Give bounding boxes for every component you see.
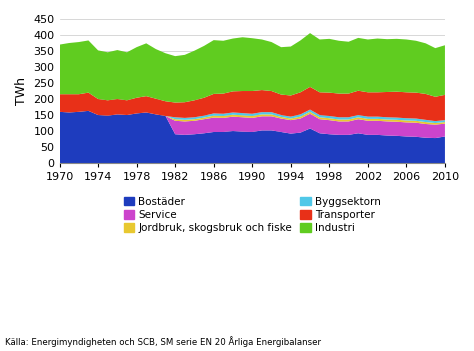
Legend: Bostäder, Service, Jordbruk, skogsbruk och fiske, Byggsektorn, Transporter, Indu: Bostäder, Service, Jordbruk, skogsbruk o… [119,193,385,237]
Text: Källa: Energimyndigheten och SCB, SM serie EN 20 Årliga Energibalanser: Källa: Energimyndigheten och SCB, SM ser… [5,337,321,347]
Y-axis label: TWh: TWh [15,77,28,105]
